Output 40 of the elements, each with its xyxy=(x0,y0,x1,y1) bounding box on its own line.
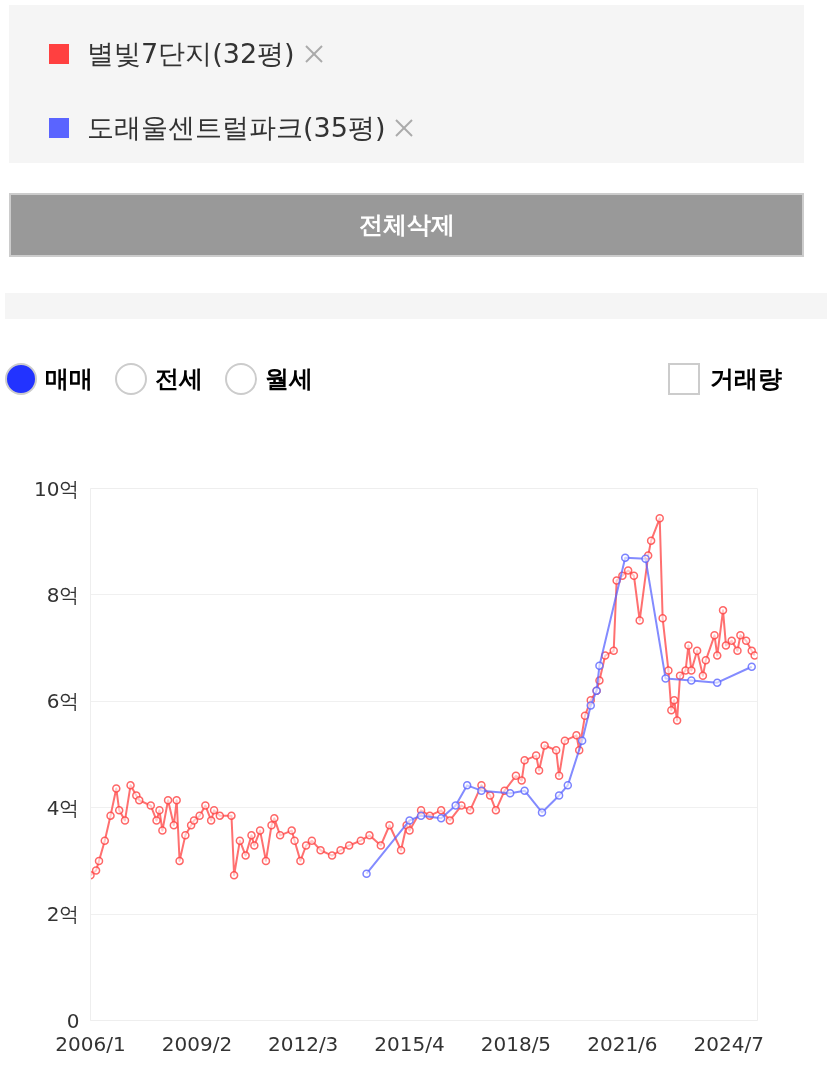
y-tick-label: 6억 xyxy=(46,689,80,714)
point xyxy=(577,736,587,745)
point xyxy=(713,678,722,687)
text: 전체삭제 xyxy=(9,193,804,257)
x-tick-label: 2018/5 xyxy=(480,1031,552,1056)
point xyxy=(620,553,630,562)
x-tick-label: 2024/7 xyxy=(693,1031,764,1056)
text: 매매 xyxy=(45,363,93,395)
point xyxy=(477,786,486,795)
point xyxy=(505,789,515,798)
text: 월세 xyxy=(265,363,313,395)
y-tick-label: 10억 xyxy=(34,476,80,501)
y-tick-label: 8억 xyxy=(46,582,80,607)
point xyxy=(362,869,371,878)
text: 거래량 xyxy=(710,363,782,395)
point xyxy=(661,674,670,683)
x-tick-label: 2015/4 xyxy=(374,1031,445,1056)
x-tick-label: 2006/1 xyxy=(55,1031,126,1056)
y-tick-label: 4억 xyxy=(46,795,80,820)
point xyxy=(586,701,595,710)
point xyxy=(462,781,472,790)
x-tick-label: 2009/2 xyxy=(161,1031,233,1056)
point xyxy=(436,814,446,823)
point xyxy=(416,811,426,820)
x-tick-label: 2021/6 xyxy=(587,1031,658,1056)
legend-label: 별빛7단지(32평) xyxy=(87,36,295,71)
point xyxy=(687,676,696,685)
point xyxy=(595,661,604,670)
point xyxy=(563,781,573,790)
text: 전세 xyxy=(155,363,203,395)
point xyxy=(537,808,547,817)
point xyxy=(520,786,529,795)
legend-label: 도래울센트럴파크(35평) xyxy=(87,110,386,145)
point xyxy=(554,791,564,800)
point xyxy=(405,816,414,825)
point xyxy=(747,662,756,671)
x-tick-label: 2012/3 xyxy=(267,1031,339,1056)
y-tick-label: 0 xyxy=(66,1008,80,1033)
point xyxy=(451,801,460,810)
y-tick-label: 2억 xyxy=(46,902,80,927)
